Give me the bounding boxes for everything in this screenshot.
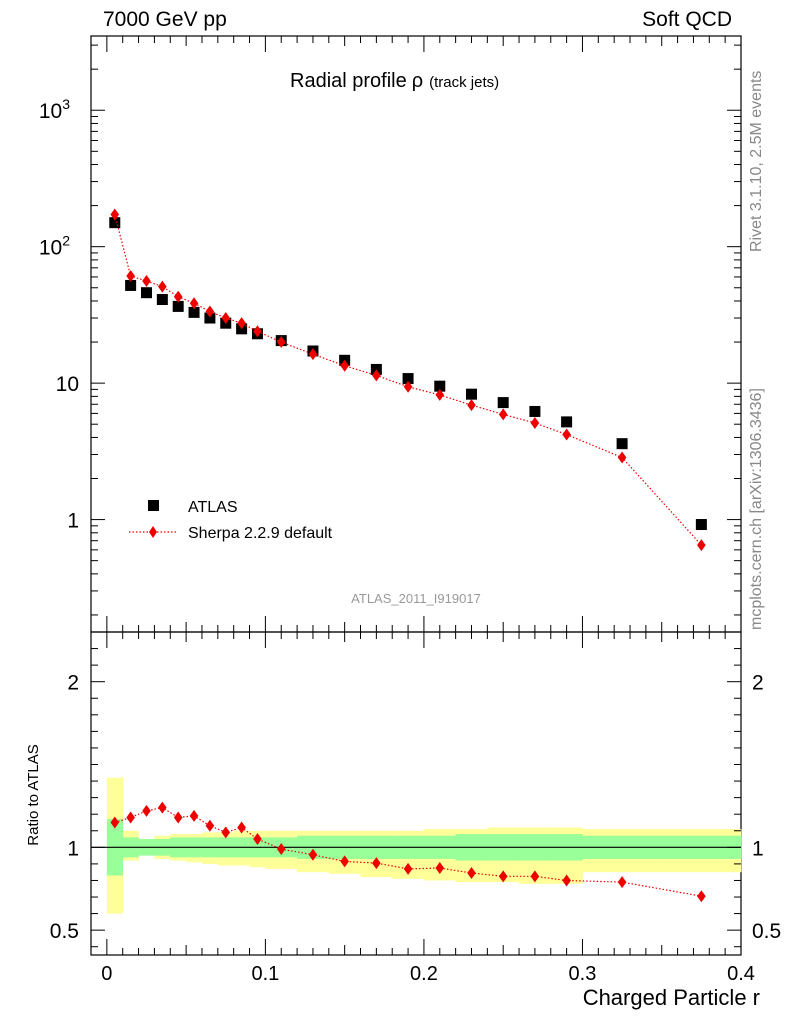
atlas-data-point [172,300,184,312]
sherpa-line [114,214,702,546]
ratio-plot-frame [90,631,742,956]
atlas-data-point [529,405,541,417]
atlas-data-point [497,397,509,409]
sherpa-ratio-point [205,819,215,832]
sherpa-data-point [467,399,476,412]
x-tick-label: 0.2 [410,963,438,985]
sherpa-ratio-point [617,876,627,889]
sherpa-data-point [340,359,349,372]
sherpa-data-point [110,208,120,221]
sherpa-data-point [126,269,135,282]
sherpa-data-point [308,348,318,361]
atlas-data-point [109,217,121,229]
legend-sherpa-label: Sherpa 2.2.9 default [188,525,333,542]
sherpa-ratio-point [435,862,445,875]
sherpa-ratio-point [158,801,167,814]
sherpa-data-point [562,428,571,441]
legend-sherpa-marker [149,526,157,538]
atlas-data-point [188,306,200,318]
x-tick-label: 0.3 [569,963,597,985]
plot-title: Radial profile ρ (track jets) [290,70,499,92]
atlas-data-point [434,380,446,392]
legend-atlas-marker [148,500,159,511]
x-tick-label: 0.4 [727,963,755,985]
x-axis-label: Charged Particle r [583,985,760,1010]
ratio-y-tick-label: 0.5 [50,920,79,943]
sherpa-ratio-point [467,867,476,880]
ratio-y-tick-label: 1 [67,837,79,860]
atlas-data-point [616,438,628,450]
y-tick-label: 1 [67,510,79,533]
sherpa-data-point [189,297,199,310]
atlas-data-point [561,416,573,428]
sherpa-ratio-point [110,816,120,829]
sherpa-ratio-point [530,870,540,883]
analysis-label: ATLAS_2011_I919017 [351,591,481,606]
atlas-data-point [695,519,707,531]
sherpa-ratio-point [126,811,135,824]
sherpa-ratio-point [498,870,508,883]
sherpa-ratio-point [253,833,262,846]
sherpa-data-point [697,539,706,552]
sherpa-ratio-point [276,842,286,855]
sherpa-data-point [276,336,286,349]
sherpa-data-point [173,290,183,303]
sherpa-data-point [372,369,381,382]
y-tick-label: 10 [56,373,79,396]
header-left-label: 7000 GeV pp [103,8,227,31]
sherpa-data-point [435,388,445,401]
atlas-data-point [465,388,477,400]
sherpa-ratio-point [308,848,318,861]
sherpa-data-point [253,325,262,338]
sherpa-data-point [205,305,215,318]
sherpa-data-point [498,408,508,421]
sherpa-data-point [617,451,627,464]
ratio-y-tick-label: 2 [752,672,764,695]
sherpa-ratio-point [372,857,381,870]
sherpa-data-point [221,312,231,325]
sherpa-ratio-point [189,809,199,822]
sherpa-ratio-point [403,862,413,875]
y-tick-label: 103 [39,96,70,123]
ratio-y-tick-label: 0.5 [752,920,781,943]
ratio-y-tick-label: 2 [67,672,79,695]
sherpa-ratio-point [697,890,706,903]
atlas-data-point [125,279,137,291]
atlas-data-point [204,312,216,324]
sherpa-ratio-point [237,821,246,834]
header-right-label: Soft QCD [642,8,732,31]
ratio-y-axis-label: Ratio to ATLAS [25,744,42,845]
sherpa-ratio-point [173,811,183,824]
atlas-data-point [156,294,168,306]
x-tick-label: 0 [101,963,112,985]
legend-atlas-label: ATLAS [188,499,238,516]
main-plot-frame [90,35,742,633]
sherpa-data-point [142,275,151,288]
y-tick-label: 102 [39,233,70,260]
sherpa-data-point [403,380,413,393]
sherpa-ratio-point [221,826,231,839]
sherpa-ratio-point [562,874,571,887]
atlas-data-point [402,373,414,385]
sherpa-data-point [530,417,540,430]
sherpa-data-point [237,317,246,330]
sherpa-ratio-point [340,855,349,868]
sherpa-data-point [158,280,167,293]
sherpa-ratio-point [142,804,151,817]
ratio-y-tick-label: 1 [752,837,764,860]
atlas-data-point [140,287,152,299]
x-tick-label: 0.1 [251,963,279,985]
